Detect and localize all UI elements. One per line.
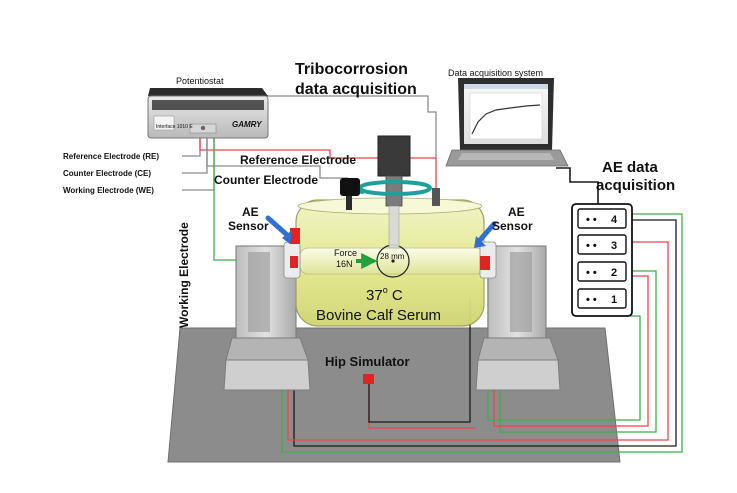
ae-channel-1: • • 1 [577, 288, 627, 309]
svg-text:• •: • • [586, 240, 597, 252]
sensor-arrow-right-icon [477, 221, 497, 243]
left-pillar [223, 245, 311, 391]
ae-channel-4: • • 4 [577, 208, 627, 229]
tribo-title-1: Tribocorrosion [295, 61, 408, 78]
ae-daq-title-1: AE data [602, 159, 659, 176]
ae-daq-title-2: acquisition [596, 177, 675, 194]
counter-electrode-probe [340, 178, 360, 210]
ae-sensor-left-2 [290, 256, 298, 268]
sensor-arrow-left-icon [265, 215, 289, 237]
ae-sensor-right [480, 256, 490, 270]
re-legend: Reference Electrode (RE) [63, 152, 159, 161]
svg-text:• •: • • [586, 267, 597, 279]
ae-sensor-left-label-2: Sensor [228, 219, 269, 233]
potentiostat [147, 88, 269, 139]
ae-channel-1-number: 1 [611, 294, 617, 306]
temperature-label: 37o C [366, 285, 403, 304]
hip-simulator-marker [363, 374, 374, 384]
reference-electrode-label: Reference Electrode [240, 153, 356, 167]
svg-text:• •: • • [586, 294, 597, 306]
reference-wire [199, 138, 437, 188]
potentiostat-model: Interface 1010 E [156, 124, 193, 130]
reference-electrode-probe [432, 188, 440, 206]
serum-label: Bovine Calf Serum [316, 307, 441, 324]
diameter-label: 28 mm [380, 252, 405, 261]
tribo-link-wire [262, 95, 437, 158]
ae-sensor-right-label-1: AE [508, 205, 525, 219]
ae-channels: • • 4 • • 3 • • 2 • • 1 [577, 208, 627, 309]
ae-sensor-left [290, 228, 300, 244]
counter-electrode-label: Counter Electrode [214, 173, 318, 187]
laptop [445, 78, 569, 167]
laptop-screen-curve [471, 104, 541, 135]
we-legend: Working Electrode (WE) [63, 186, 154, 195]
tribo-title-2: data acquisition [295, 81, 417, 98]
we-leader-wire [182, 138, 215, 191]
das-label: Data acquisition system [448, 68, 543, 78]
ae-channel-3-number: 3 [611, 240, 617, 252]
hip-black-wire [368, 300, 471, 423]
force-label-2: 16N [336, 259, 353, 269]
ae-channel-2: • • 2 [577, 261, 627, 282]
counter-wire [206, 138, 348, 179]
ae-channel-2-number: 2 [611, 267, 617, 279]
potentiostat-brand: GAMRY [232, 120, 262, 129]
right-pillar [475, 245, 561, 391]
rotation-arrow-icon [358, 180, 433, 196]
potentiostat-label: Potentiostat [176, 76, 224, 86]
re-leader-wire [182, 138, 201, 157]
ae-sensor-left-label-1: AE [242, 205, 259, 219]
svg-text:• •: • • [586, 214, 597, 226]
ae-daq-box [571, 203, 633, 317]
ae-sensor-right-label-2: Sensor [492, 219, 533, 233]
sensor-arrowhead-right-icon [474, 236, 486, 248]
working-electrode-label: Working Electrode [177, 222, 191, 328]
force-label-1: Force [334, 248, 357, 258]
hip-simulator-label: Hip Simulator [325, 354, 410, 369]
ce-legend: Counter Electrode (CE) [63, 169, 151, 178]
laptop-ae-wire [556, 167, 599, 206]
sensor-arrowhead-left-icon [282, 230, 292, 244]
ae-channel-4-number: 4 [611, 214, 618, 226]
ae-channel-3: • • 3 [577, 234, 627, 255]
